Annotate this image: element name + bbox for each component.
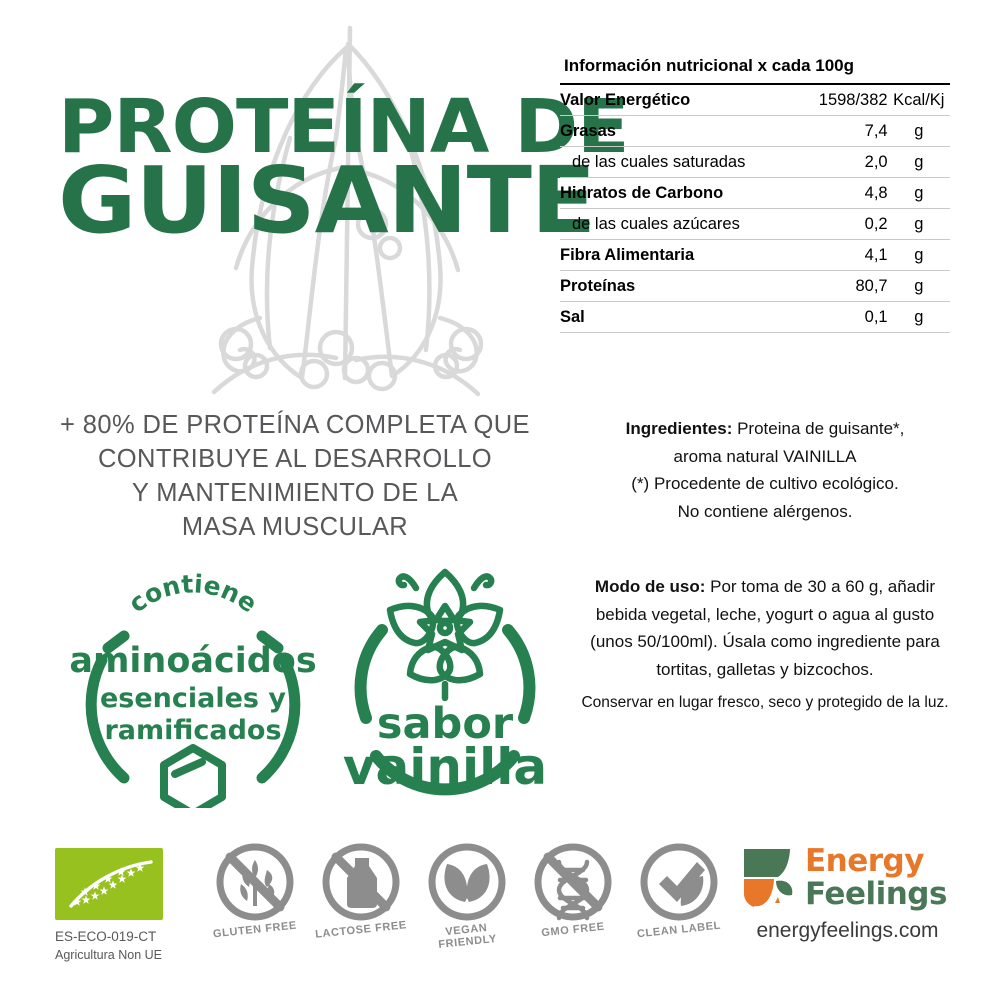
nutrient-value: 4,1 [782, 239, 888, 271]
badge-arc-bottom [370, 750, 520, 796]
table-row: Proteínas 80,7 g [560, 270, 950, 302]
page-title: PROTEÍNA DE GUISANTE [58, 90, 630, 247]
table-row: Fibra Alimentaria 4,1 g [560, 239, 950, 271]
vanilla-flower-icon [386, 568, 504, 702]
claim-line-3: Y MANTENIMIENTO DE LA [131, 479, 459, 508]
usage-text-1: Por toma de 30 a 60 g, añadir [705, 577, 936, 596]
brand-logo: Energy Feelings energyfeelings.com [740, 845, 955, 943]
usage-line-2: bebida vegetal, leche, yogurt o agua al … [595, 604, 935, 624]
usage-line-1: Modo de uso: Por toma de 30 a 60 g, añad… [565, 573, 965, 601]
nutrient-value: 80,7 [782, 270, 888, 302]
nutrient-label: Hidratos de Carbono [560, 177, 783, 209]
nutrient-value: 0,2 [782, 208, 888, 240]
product-claim: + 80% DE PROTEÍNA COMPLETA QUE CONTRIBUY… [40, 408, 550, 545]
table-row: de las cuales saturadas 2,0 g [560, 146, 950, 178]
badge-line-3: ramificados [104, 715, 281, 746]
ingredients-lead: Ingredientes: [625, 419, 733, 438]
table-row: Sal 0,1 g [560, 301, 950, 333]
eu-organic-certification: ES-ECO-019-CT Agricultura Non UE [55, 848, 190, 964]
nutrient-value: 4,8 [782, 177, 888, 209]
title-line-1: PROTEÍNA DE [58, 84, 630, 170]
nutrient-unit: Kcal/Kj [887, 85, 950, 116]
ingredients-line-3: (*) Procedente de cultivo ecológico. [631, 474, 899, 494]
badge-tick-left [102, 630, 130, 654]
ingredients-line-4: No contiene alérgenos. [677, 501, 853, 521]
nutrient-unit: g [887, 301, 950, 333]
ingredients-text-1: Proteina de guisante*, [732, 419, 905, 438]
usage-lead: Modo de uso: [594, 577, 706, 596]
brand-website: energyfeelings.com [756, 919, 939, 942]
claim-line-1: + 80% DE PROTEÍNA COMPLETA QUE [60, 411, 530, 439]
brand-name-energy: Energy [805, 843, 924, 879]
table-row: de las cuales azúcares 0,2 g [560, 208, 950, 240]
nutrient-label: Fibra Alimentaria [560, 239, 783, 271]
badge-line-1: aminoácidos [69, 641, 316, 681]
nutrient-unit: g [887, 115, 950, 147]
vanilla-flavour-badge: sabor vainilla [343, 568, 547, 796]
check-leaf-icon [640, 843, 718, 921]
energy-feelings-leaf-logo [744, 849, 793, 907]
usage-line-4: tortitas, galletas y bizcochos. [656, 659, 874, 679]
ingredients-block: Ingredientes: Proteina de guisante*, aro… [565, 415, 965, 525]
two-leaves-icon [428, 843, 506, 921]
nutrient-unit: g [887, 146, 950, 178]
table-row: Hidratos de Carbono 4,8 g [560, 177, 950, 209]
title-line-2: GUISANTE [58, 147, 596, 255]
seal-vegan-friendly: VEGAN FRIENDLY [417, 840, 517, 955]
amino-acids-badge: contiene aminoácidos esenciales y ramifi… [69, 569, 317, 808]
nutrient-value: 1598/382 [782, 85, 888, 116]
nutrient-unit: g [887, 239, 950, 271]
nutrient-unit: g [887, 208, 950, 240]
nutrient-value: 0,1 [782, 301, 888, 333]
seal-gluten-free: GLUTEN FREE [205, 840, 305, 955]
table-row: Valor Energético 1598/382 Kcal/Kj [560, 85, 950, 116]
eu-organic-origin: Agricultura Non UE [55, 947, 162, 962]
seal-gmo-free: GMO FREE [523, 840, 623, 955]
nutrient-label: Valor Energético [560, 85, 783, 116]
claim-line-2: CONTRIBUYE AL DESARROLLO [97, 445, 493, 474]
milk-bottle-crossed-icon [322, 843, 400, 921]
nutrient-label: de las cuales azúcares [560, 208, 783, 240]
wheat-crossed-icon [216, 843, 294, 921]
badge-arc-right [256, 654, 301, 784]
nutrient-unit: g [887, 270, 950, 302]
seal-clean-label: CLEAN LABEL [629, 840, 729, 955]
brand-name-feelings: Feelings [805, 876, 947, 912]
badge-tick-right [256, 630, 284, 654]
badge-arc-left [85, 654, 130, 784]
badge-arc-right [502, 624, 536, 724]
nutrient-unit: g [887, 177, 950, 209]
badge-arc-left [354, 624, 388, 724]
nutrient-label: Sal [560, 301, 783, 333]
nutrition-table: Información nutricional x cada 100g Valo… [560, 56, 950, 333]
storage-instructions: Conservar en lugar fresco, seco y proteg… [581, 694, 949, 711]
nutrient-label: de las cuales saturadas [560, 146, 783, 178]
ingredients-line-2: aroma natural VAINILLA [673, 446, 857, 466]
certification-seals: GLUTEN FREE LACTOSE FREE VEGAN F [205, 840, 725, 955]
usage-line-3: (unos 50/100ml). Úsala como ingrediente … [590, 632, 940, 652]
usage-block: Modo de uso: Por toma de 30 a 60 g, añad… [565, 573, 965, 683]
eu-organic-code: ES-ECO-019-CT [55, 929, 157, 944]
nutrient-value: 2,0 [782, 146, 888, 178]
hexagon-molecule-icon [160, 744, 226, 808]
nutrient-value: 7,4 [782, 115, 888, 147]
nutrition-table-title: Información nutricional x cada 100g [560, 56, 950, 85]
badge-line-2: vainilla [343, 738, 547, 796]
table-row: Grasas 7,4 g [560, 115, 950, 147]
eu-organic-leaf-icon [55, 848, 163, 920]
badge-line-1: sabor [377, 699, 514, 749]
dna-crossed-icon [534, 843, 612, 921]
nutrient-label: Grasas [560, 115, 783, 147]
badge-line-2: esenciales y [100, 683, 286, 714]
ingredients-line-1: Ingredientes: Proteina de guisante*, [565, 415, 965, 443]
nutrient-label: Proteínas [560, 270, 783, 302]
eu-organic-caption: ES-ECO-019-CT Agricultura Non UE [55, 928, 190, 964]
badge-arc-text: contiene [123, 569, 262, 618]
claim-line-4: MASA MUSCULAR [181, 513, 409, 542]
seal-lactose-free: LACTOSE FREE [311, 840, 411, 955]
